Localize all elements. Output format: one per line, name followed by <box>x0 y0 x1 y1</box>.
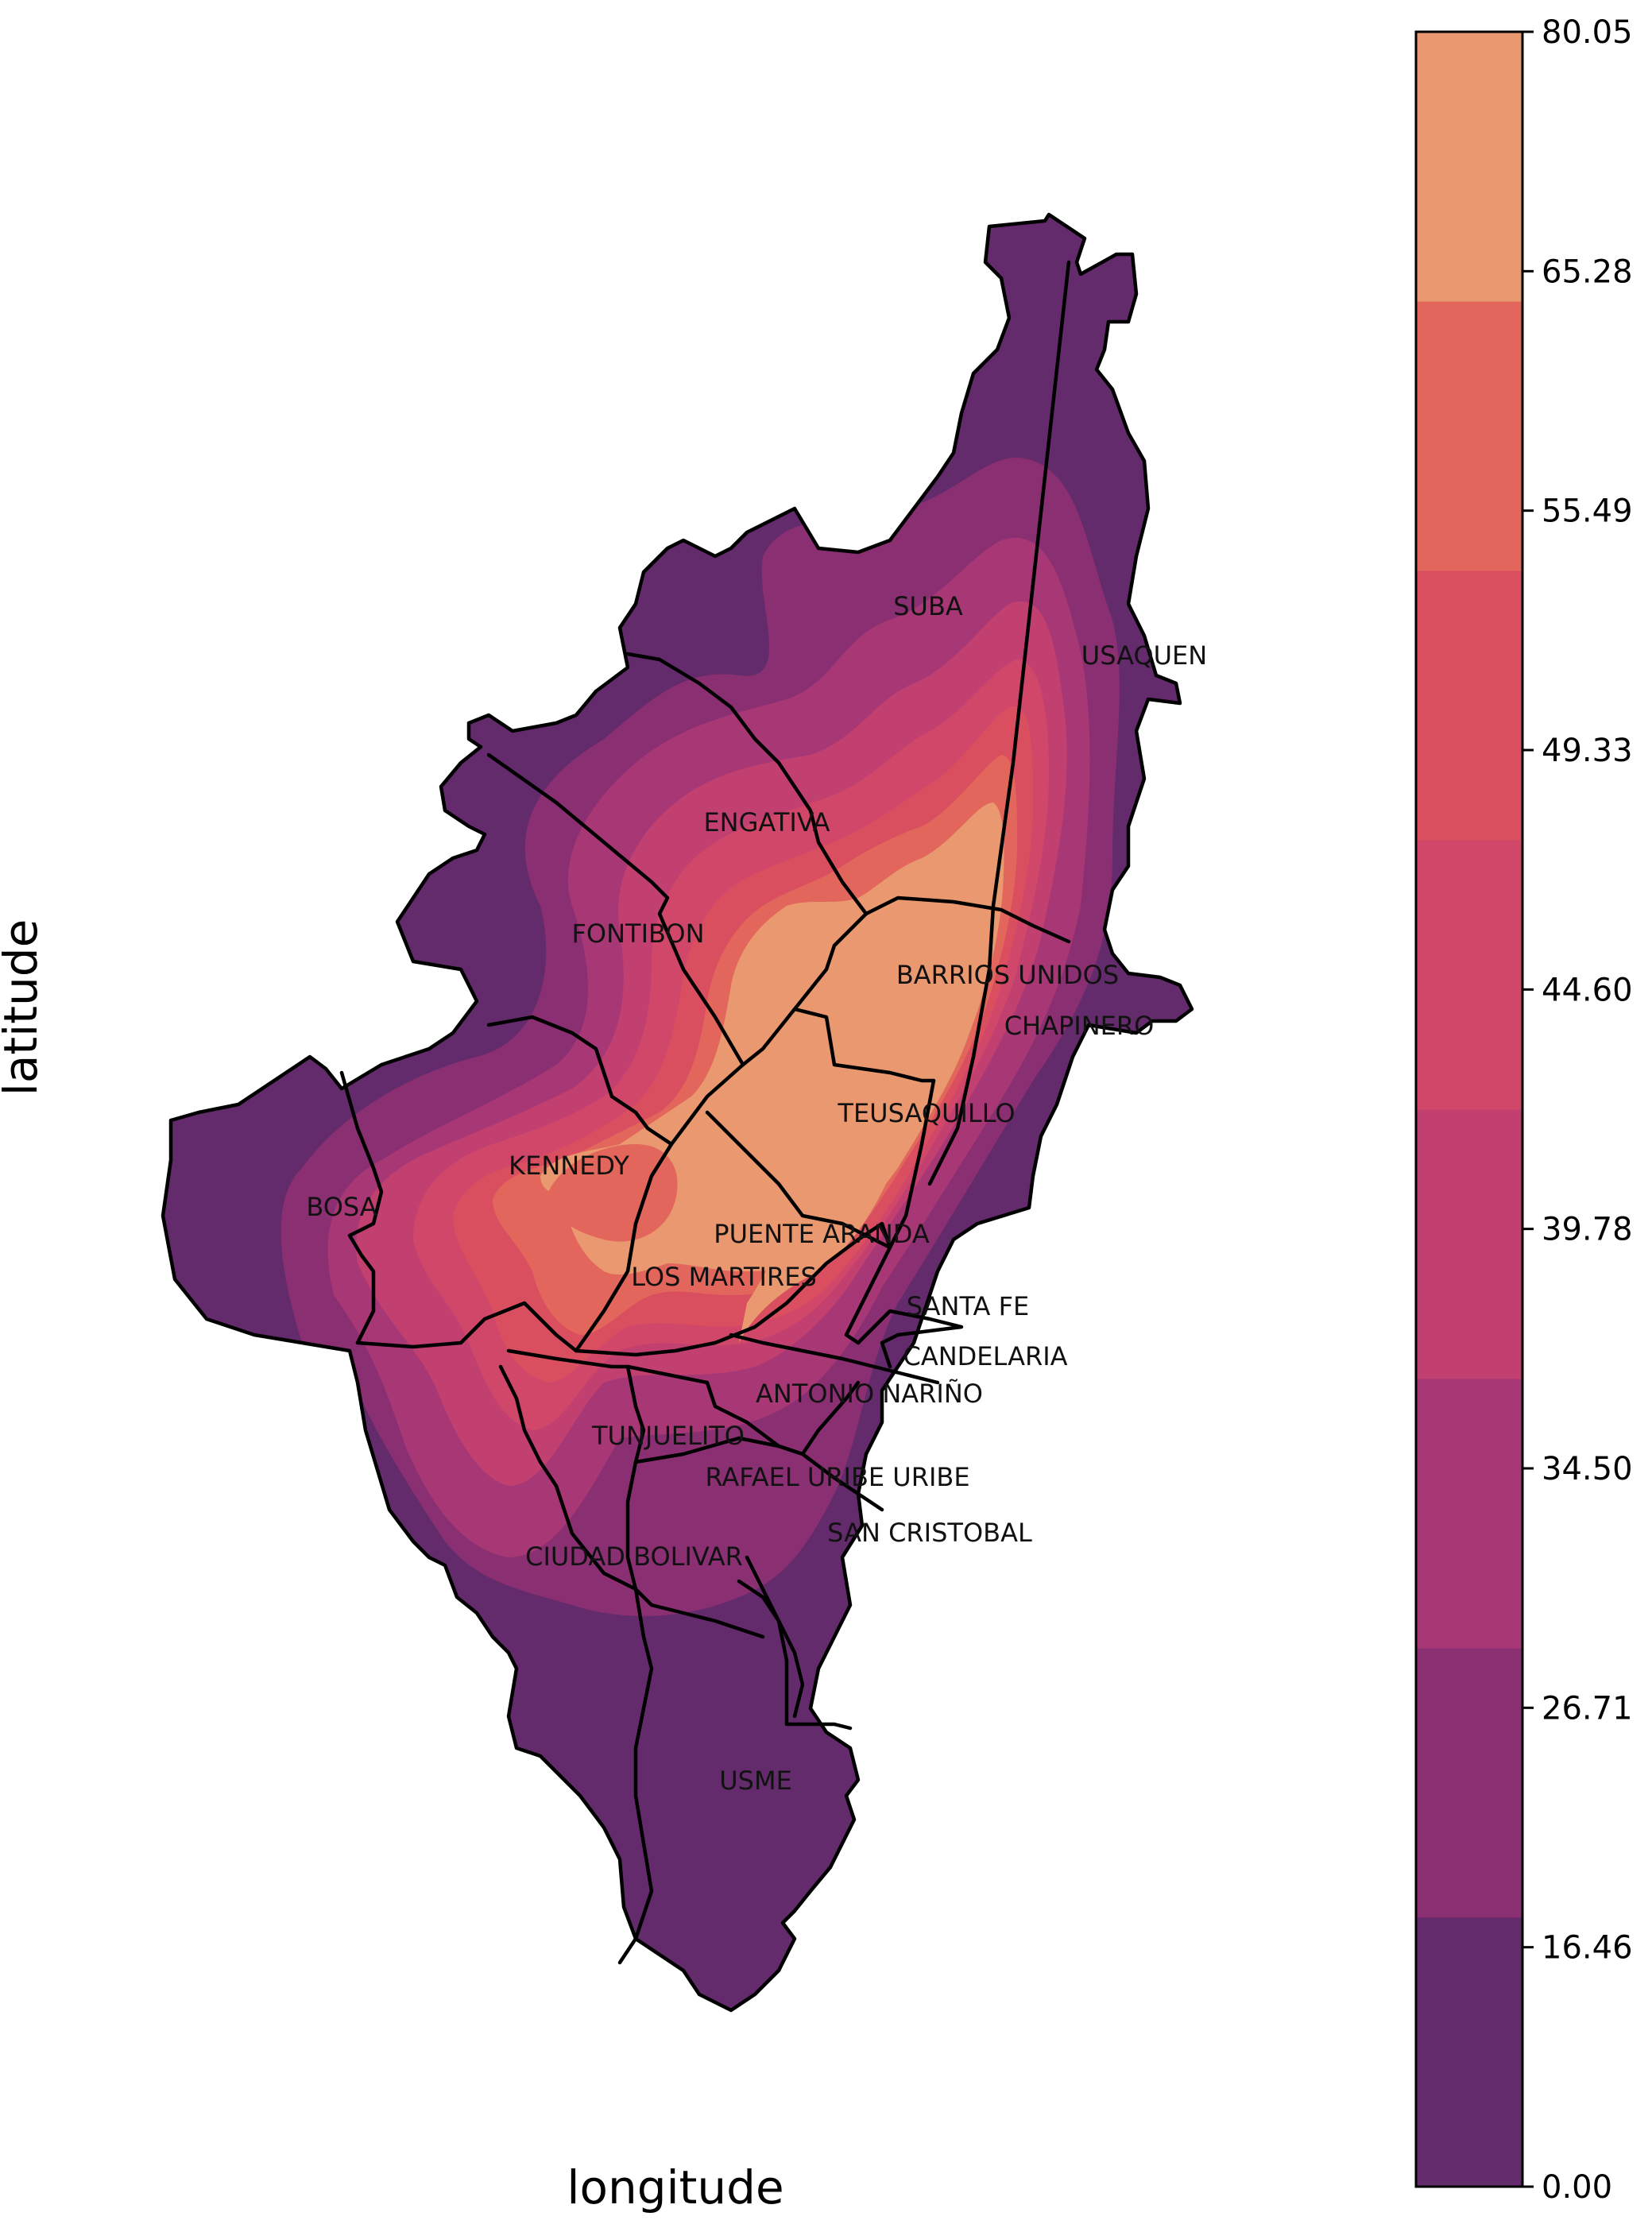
teusaquillo-south <box>705 1110 892 1250</box>
colorbar-frame <box>1414 30 1524 2188</box>
district-label-suba: SUBA <box>893 591 963 621</box>
district-label-chapinero: CHAPINERO <box>1004 1011 1155 1041</box>
antonio-narino-boundary <box>625 1364 861 1456</box>
district-boundaries <box>161 212 1194 2013</box>
san-cristobal-boundary <box>745 1555 805 1719</box>
puente-aranda-east <box>844 1078 936 1345</box>
colorbar-tick-label: 55.49 <box>1542 493 1633 530</box>
contour-level-8-secondary <box>548 1144 678 1242</box>
district-label-santa-fe: SANTA FE <box>907 1291 1029 1321</box>
suba-usaquen-boundary <box>927 260 1071 1186</box>
district-label-los-martires: LOS MARTIRES <box>631 1262 817 1292</box>
district-label-san-cristobal: SAN CRISTOBAL <box>827 1518 1032 1548</box>
y-axis-label: latitude <box>0 919 48 1097</box>
district-label-teusaquillo: TEUSAQUILLO <box>837 1098 1015 1128</box>
tunjuelito-boundary <box>506 1348 646 1592</box>
district-label-barrios-unidos: BARRIOS UNIDOS <box>896 960 1119 990</box>
colorbar-ticks: 80.05 65.28 55.49 49.33 44.60 39.78 34.50 26.71… <box>1522 14 1633 2206</box>
contour-level-8 <box>739 808 995 1343</box>
district-label-kennedy: KENNEDY <box>509 1151 629 1181</box>
usme-boundary-north <box>737 1579 853 1731</box>
ciudad-bolivar-boundary <box>498 1364 765 1639</box>
santa-fe-boundary <box>856 1309 964 1369</box>
district-label-antonio-nari-o: ANTONIO NARIÑO <box>756 1379 983 1409</box>
colorbar-tick-label: 26.71 <box>1542 1690 1633 1727</box>
district-label-bosa: BOSA <box>306 1192 377 1222</box>
colorbar-tick-label: 16.46 <box>1542 1930 1633 1967</box>
choropleth-map <box>163 215 1192 2010</box>
colorbar-tick-label: 44.60 <box>1542 972 1633 1008</box>
colorbar-band <box>1416 301 1522 571</box>
district-label-fontibon: FONTIBON <box>571 919 704 949</box>
colorbar-band <box>1416 1109 1522 1379</box>
city-outline <box>161 212 1194 2013</box>
colorbar-tick-label: 39.78 <box>1542 1212 1633 1248</box>
los-martires-boundary <box>574 1221 892 1357</box>
kennedy-boundary-south <box>574 1142 674 1353</box>
district-label-ciudad-bolivar: CIUDAD BOLIVAR <box>525 1541 743 1572</box>
rafael-uribe-boundary <box>633 1436 884 1512</box>
kennedy-fontibon-boundary <box>486 1015 674 1147</box>
district-label-usaquen: USAQUEN <box>1081 640 1207 671</box>
candelaria-boundary <box>729 1332 940 1385</box>
density-contours <box>280 457 1120 1616</box>
colorbar-band <box>1416 1648 1522 1918</box>
colorbar-band <box>1416 571 1522 841</box>
colorbar-tick-label: 80.05 <box>1542 14 1633 51</box>
x-axis-label: longitude <box>567 2160 783 2214</box>
colorbar-band <box>1416 1917 1522 2187</box>
bosa-kennedy-south <box>355 1301 578 1353</box>
district-label-usme: USME <box>719 1766 792 1796</box>
district-labels: SUBA USAQUEN ENGATIVA FONTIBON BARRIOS UNIDO… <box>306 591 1207 1796</box>
colorbar-band <box>1416 1379 1522 1649</box>
usme-boundary-west <box>617 1587 654 1965</box>
colorbar-tick-label: 49.33 <box>1542 733 1633 769</box>
colorbar-band <box>1416 32 1522 302</box>
colorbar-tick-label: 65.28 <box>1542 253 1633 290</box>
colorbar: 80.05 65.28 55.49 49.33 44.60 39.78 34.50 26.71… <box>1414 14 1633 2206</box>
colorbar-tick-label: 34.50 <box>1542 1451 1633 1487</box>
engativa-fontibon-boundary <box>486 752 745 1067</box>
barrios-unidos-west <box>669 911 869 1147</box>
suba-engativa-boundary <box>625 652 869 916</box>
district-label-engativa: ENGATIVA <box>703 807 830 837</box>
bosa-boundary <box>339 1070 384 1345</box>
colorbar-tick-label: 0.00 <box>1542 2169 1612 2206</box>
colorbar-bands <box>1416 32 1522 2187</box>
district-label-rafael-uribe-uribe: RAFAEL URIBE URIBE <box>705 1462 969 1492</box>
district-label-tunjuelito: TUNJUELITO <box>591 1421 745 1451</box>
district-label-puente-aranda: PUENTE ARANDA <box>714 1219 930 1249</box>
colorbar-band <box>1416 840 1522 1110</box>
barrios-unidos-north <box>864 895 1071 944</box>
district-label-candelaria: CANDELARIA <box>903 1341 1067 1371</box>
teusaquillo-north <box>792 1007 936 1083</box>
